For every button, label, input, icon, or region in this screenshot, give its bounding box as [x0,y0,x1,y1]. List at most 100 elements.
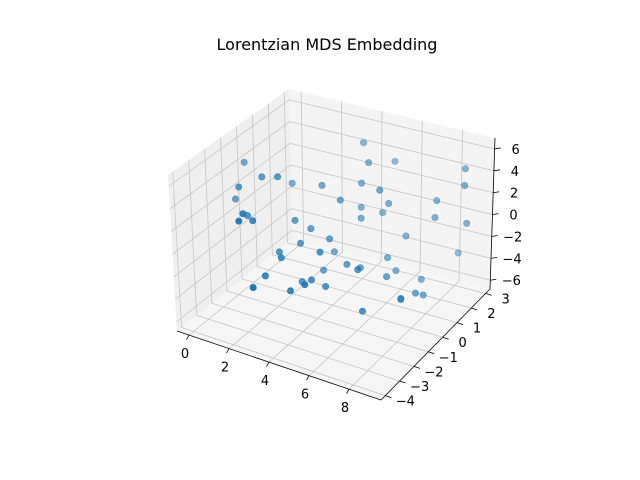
scatter-point [249,217,257,225]
scatter-point [461,165,469,173]
x-tick-label: 8 [341,401,349,416]
z-tick-label: −2 [503,230,522,245]
scatter-point [326,235,334,243]
scatter-point [235,217,243,225]
scatter-point [307,225,315,233]
x-tick-label: 0 [181,347,189,362]
scatter-point [402,232,410,240]
grid-line-x [228,101,343,349]
scatter-point [384,254,392,262]
y-tick-label: −4 [396,395,415,410]
scatter-point [288,179,296,187]
x-tick-mark [266,361,270,367]
scatter-point [235,183,243,191]
scatter-point [358,307,366,315]
z-tick-label: 6 [511,143,519,158]
scatter-point [357,214,365,222]
grid-line-x [348,130,464,390]
z-tick-label: 2 [510,187,518,202]
scatter-point [336,196,344,204]
y-tick-label: 2 [487,307,495,322]
z-tick-label: −4 [502,252,521,267]
grid-line-z [170,142,494,232]
z-tick-label: 4 [511,165,519,180]
scatter-point [275,248,283,256]
scatter-point [358,179,366,187]
scatter-point [277,254,285,262]
chart-title: Lorentzian MDS Embedding [217,35,438,54]
grid-line-z [168,99,495,187]
scatter-point [286,287,294,295]
grid-line-y [220,137,429,353]
scatter-point [365,159,373,167]
scatter-point [330,248,338,256]
y-tick-mark [385,395,392,398]
x-tick-label: 6 [301,388,309,403]
scatter-point [354,266,362,274]
scatter-point [301,281,309,289]
y-tick-mark [413,366,421,369]
grid-line-z [176,229,491,323]
grid-line-x [308,120,423,376]
y-tick-mark [485,293,492,296]
x-tick-label: 4 [261,374,269,389]
scatter-point [232,195,240,203]
scatter-point [318,181,326,189]
scatter-point [239,210,247,218]
z-tick-mark [491,235,498,237]
scatter-point [307,276,315,284]
scatter-point [322,282,330,290]
z-axis-line [489,137,496,290]
y-tick-mark [456,322,464,325]
grid-line-z [173,186,492,278]
scatter-point [258,173,266,181]
x-tick-mark [346,388,350,394]
scatter-point [360,139,368,147]
y-axis-line [380,288,491,401]
scatter-point [296,239,304,247]
scatter-point [261,272,269,280]
y-tick-label: 1 [473,322,481,337]
scatter-point [385,200,393,208]
z-tick-mark [490,278,497,281]
y-tick-label: −3 [410,380,429,395]
grid-line-z [174,208,492,300]
back-pane [289,89,495,289]
scatter-point [357,203,365,211]
scatter-point [376,186,384,194]
x-tick-mark [226,348,230,354]
y-tick-mark [471,307,478,311]
scatter-point [343,260,351,268]
grid-line-z [172,164,493,255]
y-tick-label: −1 [439,351,458,366]
y-tick-mark [428,351,435,355]
grid-line-y [236,126,443,338]
scatter-point [274,173,282,181]
x-axis-line [176,330,382,401]
z-tick-mark [490,256,498,259]
axis-lines [176,137,496,401]
scatter-point [291,216,299,224]
z-tick-label: −6 [502,274,521,289]
grid-line-y [204,148,415,367]
scatter-point [417,275,425,283]
z-tick-label: 0 [509,209,517,224]
y-tick-label: 3 [502,292,510,307]
grid-line-y [267,103,472,309]
y-tick-label: 0 [459,336,467,351]
scatter-point [431,214,439,222]
z-tick-mark [494,147,501,150]
scatter-point [249,283,257,291]
x-tick-mark [186,334,190,340]
grid-line-y [251,115,458,324]
scatter-points [232,139,471,315]
y-tick-label: −2 [424,365,443,380]
left-pane [168,89,292,331]
z-tick-mark [493,169,500,172]
scatter-point [463,219,471,227]
scatter-point [392,267,400,275]
scatter-point [316,248,324,256]
scatter-point [433,197,441,205]
